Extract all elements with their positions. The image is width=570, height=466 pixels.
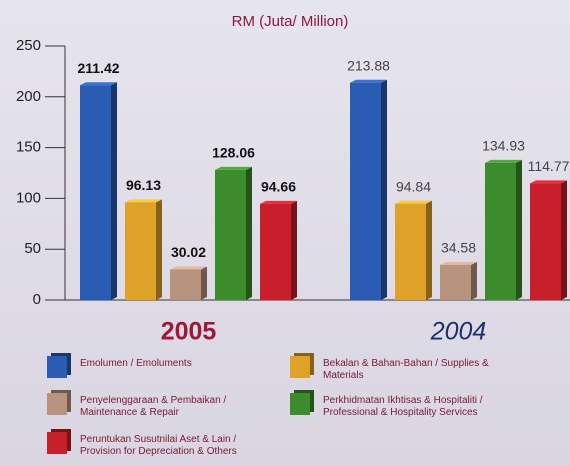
bar-top — [440, 261, 477, 265]
value-label: 34.58 — [441, 240, 476, 256]
bar-side — [201, 266, 207, 300]
y-tick-label: 100 — [16, 189, 41, 206]
bar-top — [485, 159, 522, 163]
value-label: 114.77 — [528, 158, 570, 174]
bar — [350, 82, 381, 300]
legend-label: Emolumen / Emoluments — [80, 358, 192, 369]
legend-swatch — [290, 393, 310, 415]
bar — [485, 162, 516, 300]
bar-top — [170, 266, 207, 270]
legend-label: Peruntukan Susutnilai Aset & Lain / Prov… — [80, 434, 237, 457]
bar-side — [516, 159, 522, 300]
value-label: 96.13 — [126, 177, 161, 193]
bar-top — [215, 166, 252, 170]
legend-swatch — [47, 356, 67, 378]
legend-swatch — [290, 356, 310, 378]
value-label: 94.84 — [396, 178, 431, 194]
y-tick-label: 200 — [16, 88, 41, 105]
bar — [440, 264, 471, 300]
bar-top — [395, 200, 432, 204]
bar — [260, 203, 291, 300]
bar-side — [426, 200, 432, 300]
bar-top — [350, 79, 387, 83]
legend-label: Penyelenggaraan & Pembaikan / Maintenanc… — [80, 395, 227, 418]
legend-swatch — [47, 393, 67, 415]
value-label: 30.02 — [171, 244, 206, 260]
value-label: 94.66 — [261, 179, 296, 195]
x-tick-label: 2005 — [161, 318, 217, 346]
bar — [125, 202, 156, 300]
y-tick-label: 250 — [16, 37, 41, 54]
value-label: 211.42 — [77, 60, 119, 76]
bar — [530, 183, 561, 300]
y-tick-label: 50 — [24, 240, 41, 257]
bar-side — [156, 199, 162, 300]
y-tick-label: 150 — [16, 139, 41, 156]
bar — [395, 203, 426, 300]
bar-side — [111, 82, 117, 300]
chart-title: RM (Juta/ Million) — [232, 13, 349, 30]
value-label: 128.06 — [212, 145, 255, 161]
y-tick-label: 0 — [33, 291, 41, 308]
x-tick-label: 2004 — [430, 318, 487, 346]
bar — [215, 169, 246, 300]
bar-top — [80, 82, 117, 86]
bar-top — [260, 200, 297, 204]
value-label: 134.93 — [482, 138, 525, 154]
legend-label: Bekalan & Bahan-Bahan / Supplies & Mater… — [323, 358, 489, 381]
bar-top — [530, 180, 567, 184]
bar-top — [125, 199, 162, 203]
bar-side — [246, 166, 252, 300]
bar-side — [291, 200, 297, 300]
bar — [170, 269, 201, 300]
value-label: 213.88 — [347, 57, 390, 73]
bar-side — [561, 180, 567, 300]
bar-side — [381, 79, 387, 300]
bar — [80, 85, 111, 300]
legend-swatch — [47, 432, 67, 454]
legend-label: Perkhidmatan Ikhtisas & Hospitaliti / Pr… — [323, 395, 483, 418]
bar-side — [471, 261, 477, 300]
